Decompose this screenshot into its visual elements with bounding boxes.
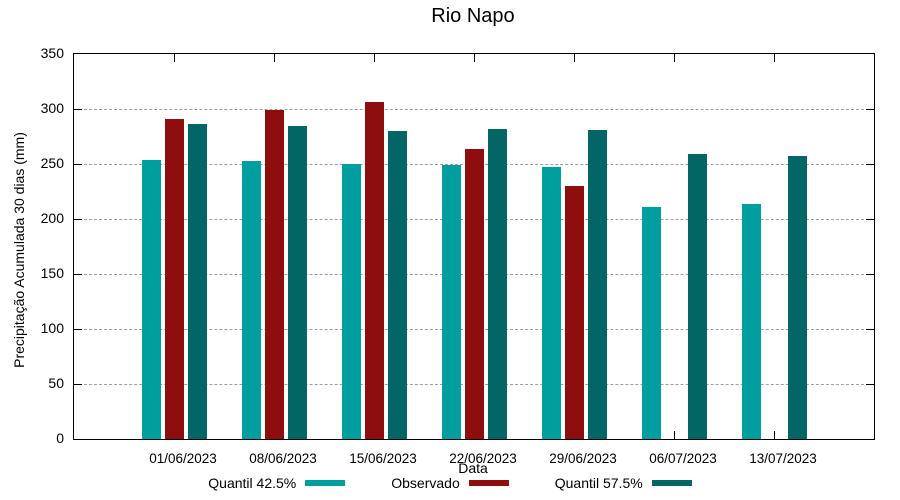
x-tick xyxy=(674,431,675,439)
bar xyxy=(242,160,261,439)
y-tick xyxy=(74,329,82,330)
bar xyxy=(265,110,284,439)
bar xyxy=(342,164,361,439)
y-tick xyxy=(866,164,874,165)
y-tick-label: 300 xyxy=(40,100,64,116)
y-tick xyxy=(74,164,82,165)
y-tick xyxy=(74,219,82,220)
y-tick xyxy=(866,274,874,275)
x-tick-label: 15/06/2023 xyxy=(349,451,417,466)
y-tick-label: 0 xyxy=(56,430,64,446)
bar xyxy=(288,125,307,439)
plot-area xyxy=(73,53,875,440)
x-tick xyxy=(774,54,775,62)
legend-swatch xyxy=(305,480,346,486)
bar xyxy=(442,165,461,439)
x-tick-label: 22/06/2023 xyxy=(449,451,517,466)
x-tick-label: 01/06/2023 xyxy=(149,451,217,466)
x-tick-label: 06/07/2023 xyxy=(649,451,717,466)
y-tick-label: 100 xyxy=(40,320,64,336)
bar xyxy=(642,206,661,439)
x-tick xyxy=(374,54,375,62)
legend: Quantil 42.5% Observado Quantil 57.5% xyxy=(0,475,900,491)
y-tick-label: 350 xyxy=(40,45,64,61)
x-tick xyxy=(274,54,275,62)
legend-label: Quantil 42.5% xyxy=(208,475,297,491)
y-tick xyxy=(74,384,82,385)
bar xyxy=(165,118,184,439)
legend-item: Observado xyxy=(391,475,509,491)
bar xyxy=(565,186,584,439)
x-tick-label: 08/06/2023 xyxy=(249,451,317,466)
y-axis-label: Precipitação Acumulada 30 dias (mm) xyxy=(11,132,27,368)
chart-title: Rio Napo xyxy=(431,5,515,27)
bar xyxy=(742,203,761,439)
y-tick xyxy=(74,274,82,275)
x-tick-label: 13/07/2023 xyxy=(749,451,817,466)
x-axis-label: Data xyxy=(458,460,488,476)
y-tick-label: 250 xyxy=(40,155,64,171)
y-tick-label: 200 xyxy=(40,210,64,226)
bar xyxy=(465,148,484,439)
bar xyxy=(542,167,561,439)
bar xyxy=(688,154,707,439)
x-tick xyxy=(674,54,675,62)
y-tick xyxy=(866,109,874,110)
legend-swatch xyxy=(651,480,692,486)
y-tick xyxy=(74,109,82,110)
y-tick xyxy=(866,329,874,330)
x-tick xyxy=(774,431,775,439)
y-tick xyxy=(866,219,874,220)
y-tick-label: 150 xyxy=(40,265,64,281)
x-tick xyxy=(574,54,575,62)
x-tick xyxy=(474,54,475,62)
y-tick-label: 50 xyxy=(48,375,64,391)
legend-swatch xyxy=(468,480,509,486)
x-tick-label: 29/06/2023 xyxy=(549,451,617,466)
bar xyxy=(188,124,207,439)
y-tick xyxy=(866,384,874,385)
bar xyxy=(388,131,407,439)
legend-label: Quantil 57.5% xyxy=(554,475,643,491)
legend-label: Observado xyxy=(391,475,460,491)
x-tick xyxy=(174,54,175,62)
bar xyxy=(142,159,161,439)
legend-item: Quantil 57.5% xyxy=(555,475,692,491)
bar xyxy=(588,129,607,439)
bar xyxy=(788,156,807,439)
bar xyxy=(365,102,384,439)
gridline xyxy=(74,109,874,110)
legend-item: Quantil 42.5% xyxy=(208,475,346,491)
bar xyxy=(488,128,507,439)
